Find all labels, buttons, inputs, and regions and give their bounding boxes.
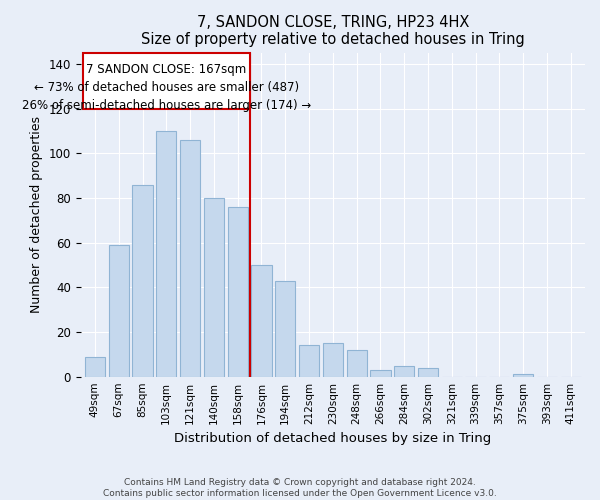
Bar: [418, 368, 438, 376]
Y-axis label: Number of detached properties: Number of detached properties: [30, 116, 43, 313]
Bar: [109, 245, 129, 376]
Title: 7, SANDON CLOSE, TRING, HP23 4HX
Size of property relative to detached houses in: 7, SANDON CLOSE, TRING, HP23 4HX Size of…: [141, 15, 525, 48]
Text: 7 SANDON CLOSE: 167sqm: 7 SANDON CLOSE: 167sqm: [86, 63, 247, 76]
Text: ← 73% of detached houses are smaller (487): ← 73% of detached houses are smaller (48…: [34, 80, 299, 94]
X-axis label: Distribution of detached houses by size in Tring: Distribution of detached houses by size …: [174, 432, 491, 445]
Bar: [204, 198, 224, 376]
Bar: [227, 207, 248, 376]
Bar: [83, 52, 250, 108]
Text: 26% of semi-detached houses are larger (174) →: 26% of semi-detached houses are larger (…: [22, 98, 311, 112]
Bar: [133, 184, 152, 376]
Bar: [299, 346, 319, 376]
Text: Contains HM Land Registry data © Crown copyright and database right 2024.
Contai: Contains HM Land Registry data © Crown c…: [103, 478, 497, 498]
Bar: [323, 343, 343, 376]
Bar: [370, 370, 391, 376]
Bar: [156, 131, 176, 376]
Bar: [275, 280, 295, 376]
Bar: [85, 356, 105, 376]
Bar: [513, 374, 533, 376]
Bar: [347, 350, 367, 376]
Bar: [394, 366, 415, 376]
Bar: [251, 265, 272, 376]
Bar: [180, 140, 200, 376]
